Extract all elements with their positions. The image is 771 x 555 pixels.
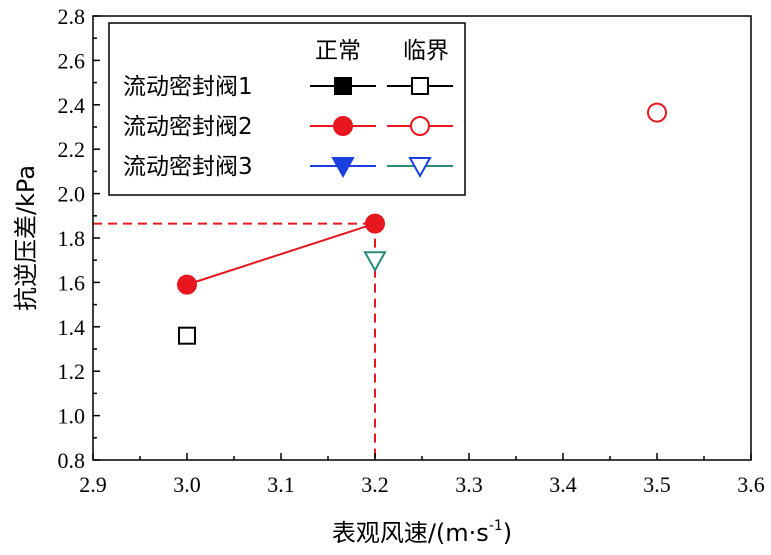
legend-marker-critical xyxy=(410,116,430,136)
y-tick-label: 1.0 xyxy=(58,404,86,429)
y-tick-label: 0.8 xyxy=(58,448,86,473)
data-point-normal xyxy=(177,274,197,295)
y-axis: 0.8 1.0 1.2 1.4 1.6 1.8 2.0 2.2 2.4 2.6 2.8 xyxy=(58,4,100,473)
series-3 xyxy=(363,251,387,273)
reference-lines xyxy=(93,222,376,460)
x-axis-label-sup: -1 xyxy=(489,518,503,534)
y-tick-label: 2.8 xyxy=(58,4,86,29)
y-tick-label: 1.6 xyxy=(58,270,86,295)
legend-label: 流动密封阀2 xyxy=(123,114,253,140)
legend-marker-critical xyxy=(408,157,432,179)
y-tick-label: 1.2 xyxy=(58,359,86,384)
legend-marker-normal xyxy=(331,157,355,179)
legend-marker-normal xyxy=(334,77,352,95)
y-tick-label: 2.2 xyxy=(58,137,86,162)
x-axis-label-main: 表观风速/(m·s xyxy=(332,519,489,547)
x-axis-label: 表观风速/(m·s-1) xyxy=(332,518,512,547)
y-tick-label: 1.8 xyxy=(58,226,86,251)
legend: 正常 临界 流动密封阀1 流动密封阀2 流动密封阀3 xyxy=(108,22,466,196)
data-point-critical xyxy=(363,251,387,273)
legend-marker-critical xyxy=(411,77,429,95)
x-tick-label: 3.4 xyxy=(549,472,577,497)
legend-rows: 流动密封阀1 流动密封阀2 流动密封阀3 xyxy=(123,74,453,180)
x-tick-label: 3.5 xyxy=(643,472,671,497)
x-tick-label: 3.3 xyxy=(455,472,483,497)
x-tick-label: 3.6 xyxy=(737,472,765,497)
series-2 xyxy=(177,102,667,295)
series-line xyxy=(186,222,376,286)
legend-item: 流动密封阀2 xyxy=(123,114,453,140)
data-point-critical xyxy=(647,102,667,123)
x-axis: 2.9 3.0 3.1 3.2 3.3 3.4 3.5 3.6 xyxy=(79,453,765,497)
y-tick-label: 2.0 xyxy=(58,182,86,207)
x-tick-label: 3.0 xyxy=(173,472,201,497)
series-1 xyxy=(178,326,196,345)
x-axis-label-tail: ) xyxy=(503,519,512,547)
x-tick-label: 3.2 xyxy=(361,472,389,497)
y-axis-label: 抗逆压差/kPa xyxy=(12,165,40,311)
legend-marker-normal xyxy=(333,116,353,136)
legend-label: 流动密封阀1 xyxy=(123,74,253,100)
data-point-normal xyxy=(365,213,385,234)
y-tick-label: 2.6 xyxy=(58,48,86,73)
y-tick-label: 1.4 xyxy=(58,315,86,340)
x-tick-label: 3.1 xyxy=(267,472,295,497)
x-tick-label: 2.9 xyxy=(79,472,107,497)
legend-header-critical: 临界 xyxy=(403,38,449,64)
legend-header-normal: 正常 xyxy=(315,38,361,64)
series-layer xyxy=(177,102,667,345)
legend-item: 流动密封阀1 xyxy=(123,74,453,100)
legend-label: 流动密封阀3 xyxy=(123,154,253,180)
data-point-critical xyxy=(178,326,196,345)
y-tick-label: 2.4 xyxy=(58,93,86,118)
legend-item: 流动密封阀3 xyxy=(123,154,453,180)
